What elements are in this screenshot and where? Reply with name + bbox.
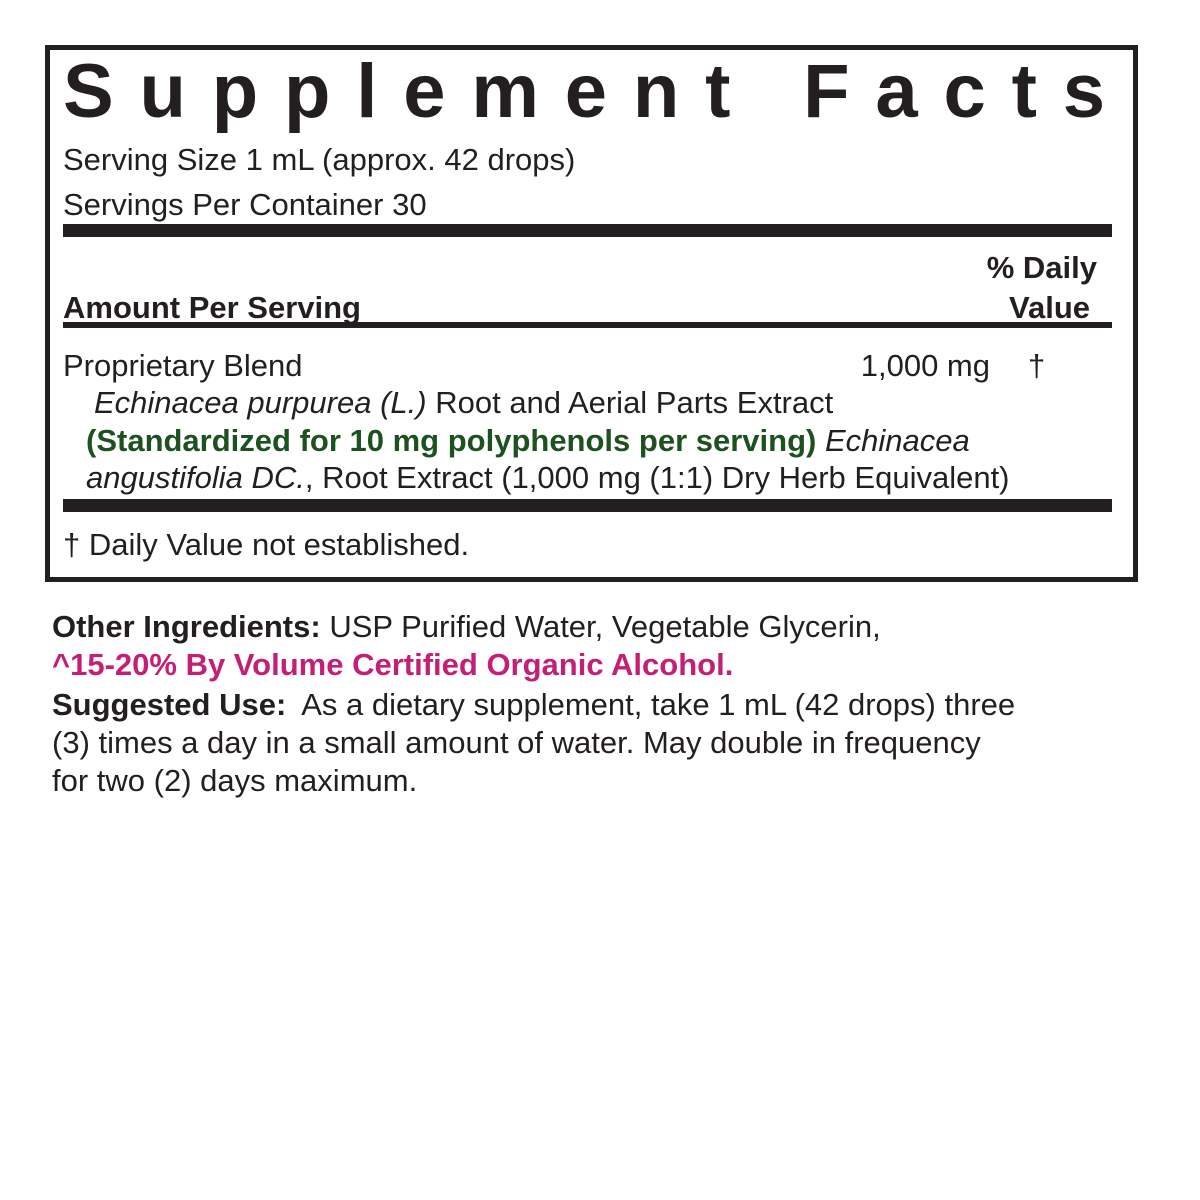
- blend-name: Proprietary Blend: [63, 348, 303, 383]
- blend-line: Echinacea purpurea (L.) Root and Aerial …: [94, 385, 834, 420]
- title: Supplement Facts: [63, 49, 1105, 134]
- servings-per-container: Servings Per Container 30: [63, 187, 427, 222]
- blend-amount: 1,000 mg: [861, 348, 990, 383]
- amount-header: Amount Per Serving: [63, 290, 361, 325]
- serving-size: Serving Size 1 mL (approx. 42 drops): [63, 142, 575, 177]
- daily-value-header: % Daily: [987, 250, 1098, 285]
- facts-box: [45, 45, 1138, 582]
- botanical-name: angustifolia DC.: [86, 460, 305, 495]
- suggested-use-label: Suggested Use:: [52, 687, 286, 722]
- blend-line: (Standardized for 10 mg polyphenols per …: [86, 423, 970, 458]
- thin-rule: [63, 322, 1112, 328]
- botanical-name: Echinacea: [825, 423, 970, 458]
- botanical-name: Echinacea purpurea (L.): [94, 385, 427, 420]
- suggested-use-text: for two (2) days maximum.: [52, 763, 417, 798]
- other-ingredients: Other Ingredients: USP Purified Water, V…: [52, 609, 881, 644]
- other-ingredients-text: USP Purified Water, Vegetable Glycerin,: [329, 609, 880, 644]
- standardization: (Standardized for 10 mg polyphenols per …: [86, 423, 816, 458]
- suggested-use: Suggested Use: As a dietary supplement, …: [52, 687, 1015, 722]
- blend-daily-value: †: [1028, 348, 1045, 383]
- alcohol-note: ^15-20% By Volume Certified Organic Alco…: [52, 647, 733, 682]
- suggested-use-text: (3) times a day in a small amount of wat…: [52, 725, 981, 760]
- suggested-use-text: As a dietary supplement, take 1 mL (42 d…: [301, 687, 1015, 722]
- daily-value-header: Value: [1009, 290, 1090, 325]
- blend-text: , Root Extract (1,000 mg (1:1) Dry Herb …: [305, 460, 1010, 495]
- thick-rule: [63, 499, 1112, 512]
- other-ingredients-label: Other Ingredients:: [52, 609, 321, 644]
- footnote: † Daily Value not established.: [63, 527, 469, 562]
- thick-rule: [63, 224, 1112, 237]
- blend-line: angustifolia DC., Root Extract (1,000 mg…: [86, 460, 1010, 495]
- blend-text: Root and Aerial Parts Extract: [435, 385, 833, 420]
